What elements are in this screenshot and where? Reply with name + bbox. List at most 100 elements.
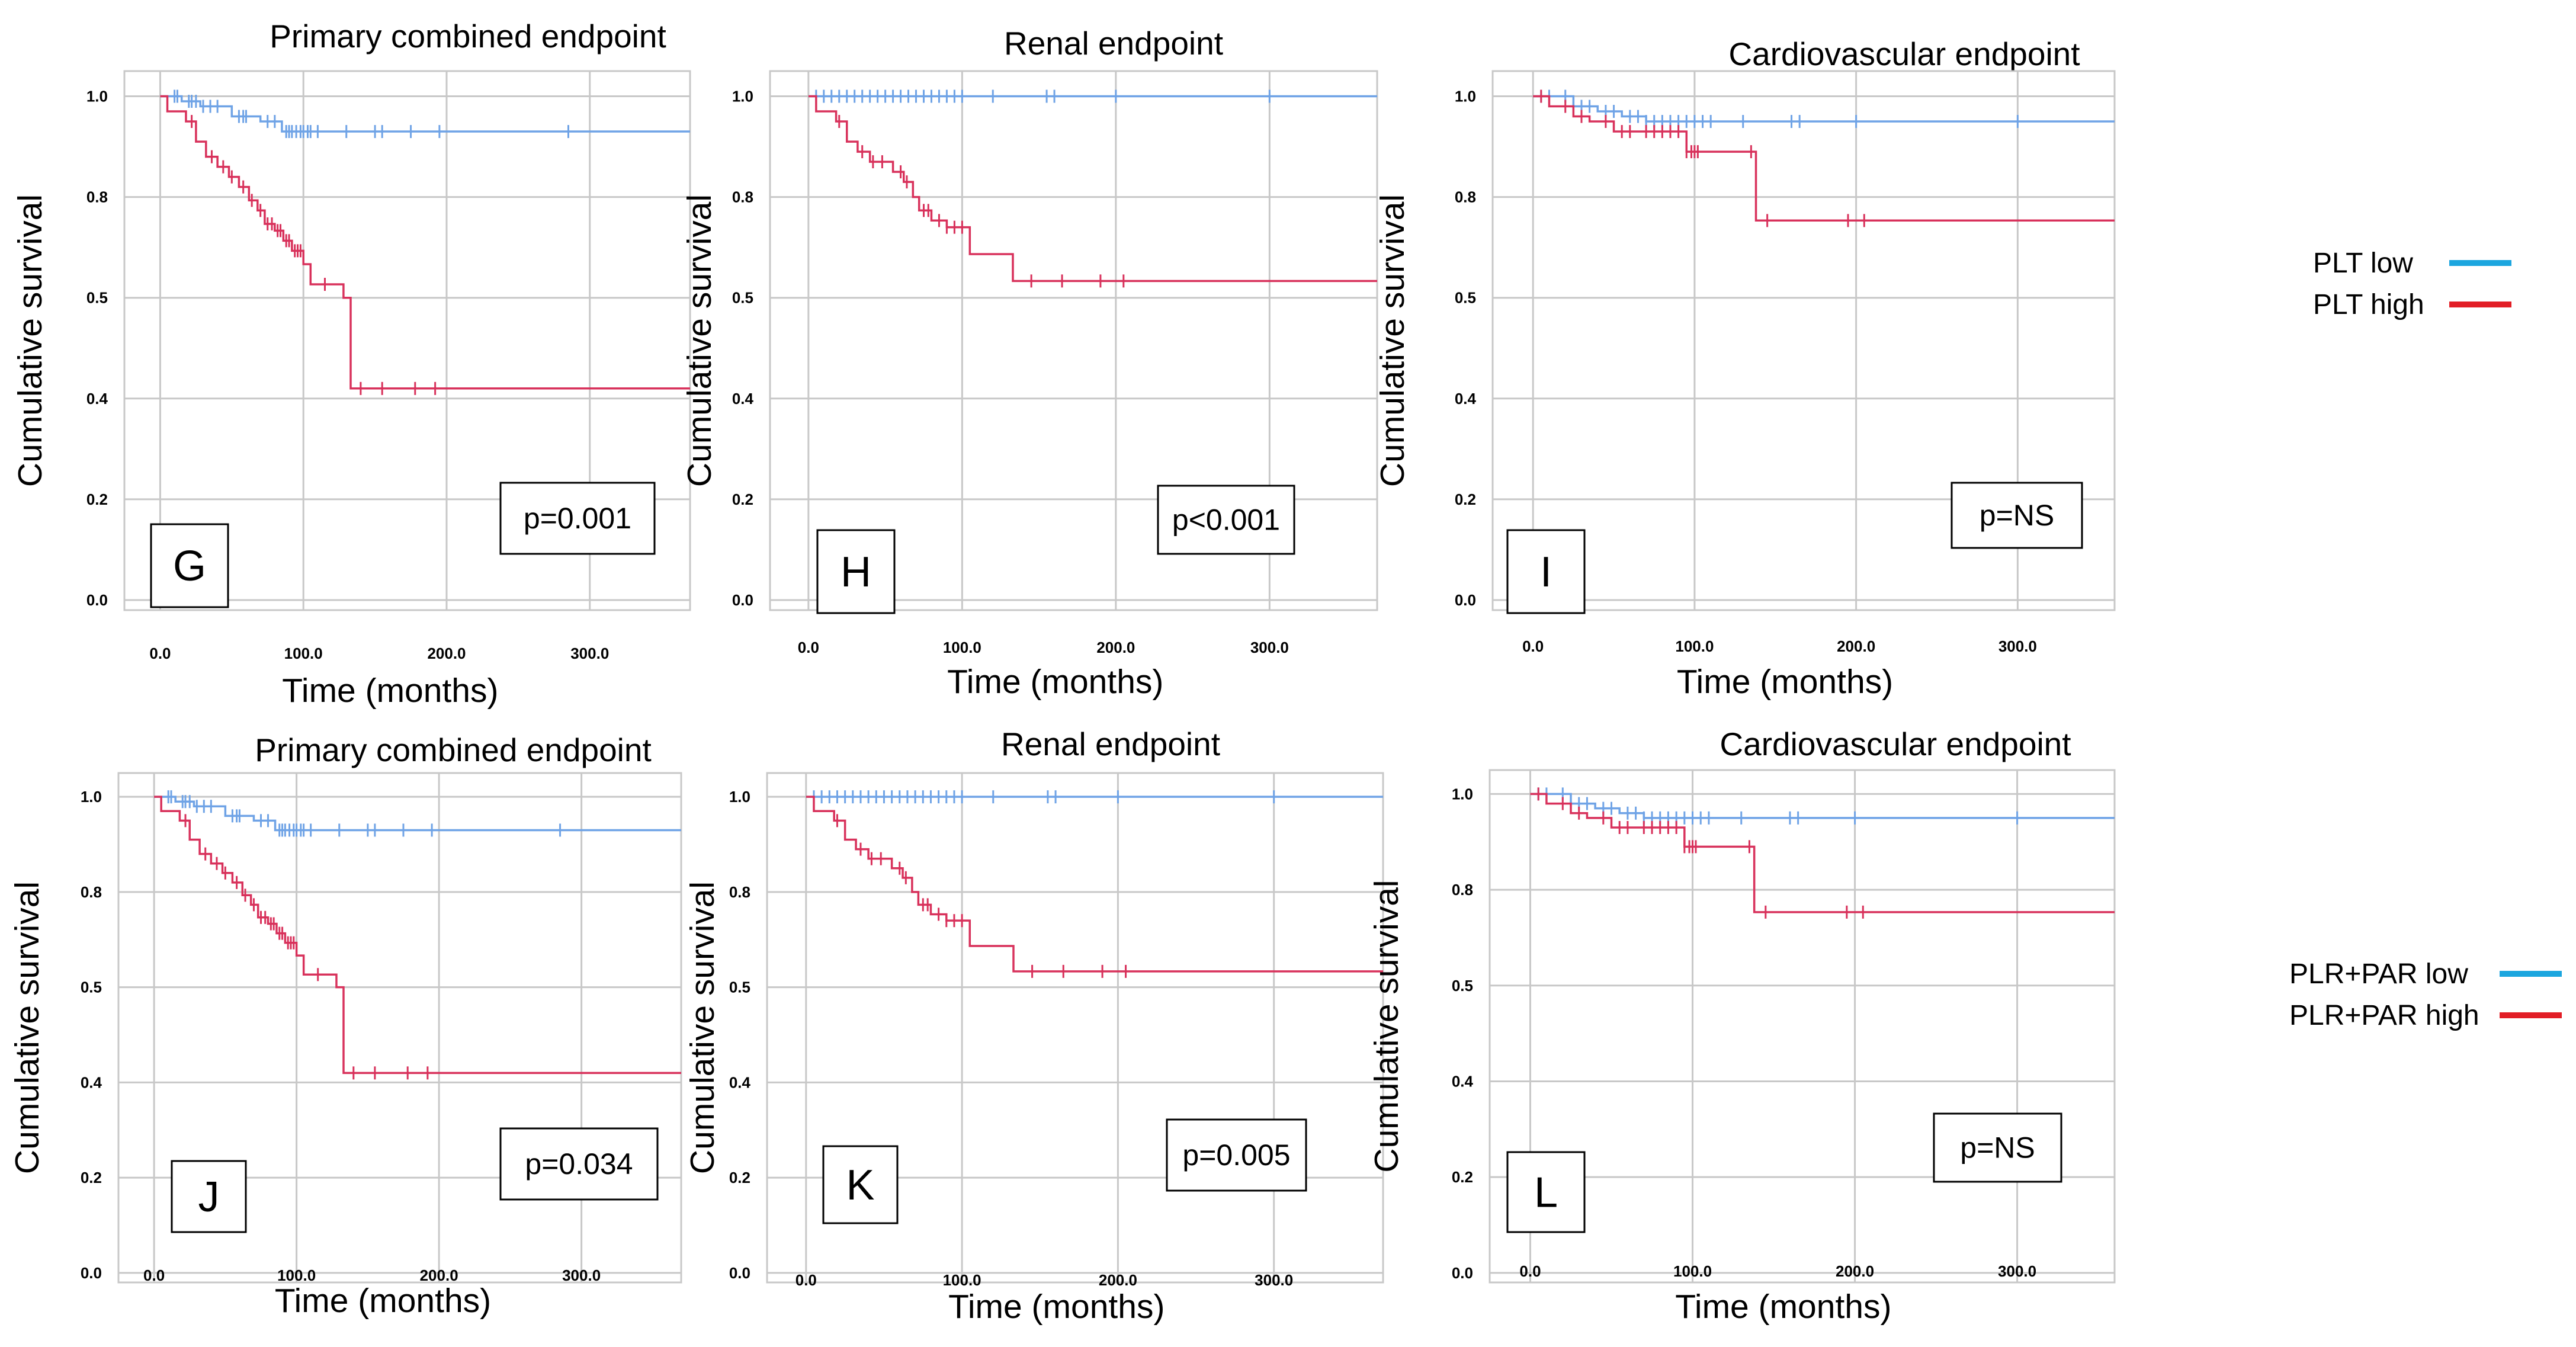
panel-letter-frame [1506,529,1586,614]
km-curve-low [160,95,690,133]
panel-letter-frame [171,1160,247,1233]
x-tick-label: 200.0 [1836,1262,1874,1280]
y-tick-label: 0.2 [81,1169,102,1186]
y-tick-label: 0.4 [86,390,108,408]
plot-frame [117,772,682,1284]
y-axis-title: Cumulative survival [8,881,46,1174]
x-tick-label: 100.0 [284,644,323,662]
y-tick-label: 0.5 [86,289,108,307]
y-tick-label: 0.5 [732,289,753,307]
panel-title: Cardiovascular endpoint [1728,36,2080,72]
panel-title: Renal endpoint [1004,25,1223,62]
legend-label: PLT low [2313,248,2413,279]
y-tick-label: 1.0 [729,788,750,806]
y-tick-label: 0.2 [729,1169,750,1186]
x-tick-label: 0.0 [1522,637,1544,655]
plot-frame [1489,769,2116,1284]
y-tick-label: 0.8 [732,188,753,206]
p-value-text: p=0.005 [1182,1138,1290,1172]
chart-panel-i: Cardiovascular endpoint 0.0 0.2 0.4 0.5 0.8 1.… [1374,36,2116,701]
y-tick-label: 0.8 [86,188,108,206]
km-curve-low [1530,793,2115,819]
plot-frame [769,70,1378,611]
km-curve-low [154,796,681,832]
p-value-text: p=0.001 [524,502,631,535]
y-axis-title: Cumulative survival [681,194,718,487]
x-axis-title: Time (months) [947,663,1163,701]
y-tick-label: 0.2 [1455,490,1476,508]
x-tick-label: 100.0 [943,1271,981,1289]
p-value-box: p=0.005 [1166,1118,1307,1192]
x-tick-label: 300.0 [1250,639,1289,656]
y-tick-label: 0.5 [729,979,750,996]
x-tick-label: 300.0 [1998,637,2037,655]
panel-letter-box: L [1506,1151,1586,1233]
y-tick-label: 0.4 [732,390,754,408]
y-tick-label: 0.8 [1452,881,1473,899]
p-value-box: p=0.034 [499,1127,659,1201]
y-axis-title: Cumulative survival [1374,194,1411,487]
x-tick-label: 300.0 [1998,1262,2036,1280]
y-tick-label: 0.0 [86,591,108,609]
panel-letter: L [1534,1169,1558,1217]
y-tick-label: 0.8 [1455,188,1476,206]
legend-label: PLR+PAR high [2289,1000,2479,1031]
p-value-frame [499,482,656,555]
y-tick-label: 0.8 [729,883,750,901]
plot-frame [766,772,1384,1284]
panel-letter-box: K [822,1145,899,1224]
panel-letter: G [173,543,206,590]
x-tick-label: 0.0 [149,644,171,662]
panel-letter: I [1540,549,1552,596]
p-value-box: p<0.001 [1157,485,1295,555]
y-tick-label: 1.0 [86,88,108,105]
x-tick-label: 300.0 [570,644,609,662]
y-tick-label: 0.2 [1452,1168,1473,1186]
y-axis-title: Cumulative survival [11,194,49,487]
panel-letter: K [846,1162,874,1209]
y-tick-label: 1.0 [732,88,753,105]
km-curve-high [1530,793,2115,913]
x-tick-label: 200.0 [1096,639,1135,656]
y-tick-label: 0.5 [1452,977,1473,995]
p-value-text: p=NS [1980,499,2054,532]
y-tick-label: 0.0 [732,591,753,609]
panel-letter-frame [822,1145,899,1224]
p-value-frame [1166,1118,1307,1192]
y-axis-title: Cumulative survival [684,881,721,1174]
km-curve-high [808,95,1377,283]
x-tick-label: 100.0 [1673,1262,1712,1280]
x-tick-label: 200.0 [1099,1271,1137,1289]
x-axis-title: Time (months) [948,1288,1165,1326]
y-tick-label: 0.4 [1455,390,1477,408]
y-tick-label: 1.0 [81,788,102,806]
x-axis-title: Time (months) [275,1282,491,1320]
x-axis-title: Time (months) [1675,1288,1891,1326]
p-value-frame [1951,482,2083,549]
y-axis-title: Cumulative survival [1368,880,1406,1172]
p-value-box: p=0.001 [499,482,656,555]
km-curve-high [806,796,1383,973]
x-tick-label: 200.0 [1837,637,1875,655]
x-axis-title: Time (months) [282,672,498,710]
y-tick-label: 0.0 [729,1264,750,1282]
y-tick-label: 0.4 [81,1073,102,1091]
panel-letter-frame [150,523,229,608]
legend-label: PLR+PAR low [2289,958,2468,990]
km-curve-high [160,95,690,390]
legend-1: PLT low PLT high [2313,248,2511,320]
y-tick-label: 0.4 [729,1073,751,1091]
panel-title: Cardiovascular endpoint [1720,726,2071,762]
y-tick-label: 1.0 [1452,785,1473,803]
y-tick-label: 0.5 [1455,289,1476,307]
x-tick-label: 100.0 [943,639,981,656]
panel-letter: J [198,1173,220,1221]
panel-letter-box: H [816,529,896,614]
p-value-text: p=NS [1960,1131,2035,1165]
y-tick-label: 1.0 [1455,88,1476,105]
chart-panel-l: Cardiovascular endpoint 0.0 0.2 0.4 0.5 0.8 1.… [1368,726,2116,1326]
p-value-text: p<0.001 [1172,503,1280,537]
y-tick-label: 0.4 [1452,1072,1474,1090]
y-tick-label: 0.0 [1455,591,1476,609]
x-tick-label: 0.0 [795,1271,817,1289]
